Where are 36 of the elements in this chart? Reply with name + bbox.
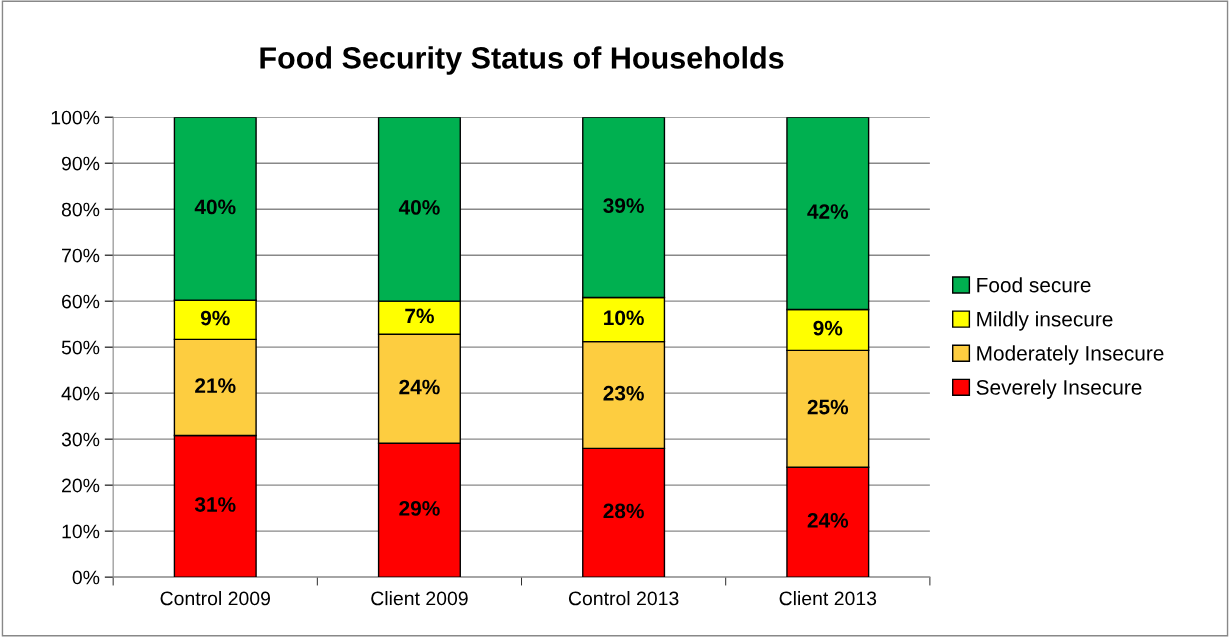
legend-label: Mildly insecure [977, 311, 1113, 331]
x-tick-label: Control 2009 [160, 591, 270, 606]
chart-title: Food Security Status of Households [260, 46, 784, 75]
x-tick-label: Client 2009 [371, 591, 468, 606]
x-tick-label: Client 2013 [779, 591, 877, 606]
data-label: 21% [195, 378, 236, 393]
y-tick-label: 90% [61, 156, 100, 171]
data-label: 25% [807, 399, 849, 415]
y-tick-label: 100% [51, 110, 100, 125]
legend-label: Severely Insecure [976, 379, 1142, 399]
data-label: 28% [603, 503, 644, 519]
data-label: 24% [807, 513, 849, 528]
data-label: 10% [604, 310, 644, 326]
data-label: 40% [194, 199, 236, 215]
data-label: 40% [398, 200, 440, 215]
legend-label: Food secure [977, 277, 1091, 293]
data-label: 39% [603, 198, 644, 213]
data-label: 9% [200, 310, 230, 326]
y-tick-label: 40% [61, 386, 100, 401]
data-label: 9% [813, 320, 843, 336]
data-label: 42% [807, 204, 849, 219]
data-label: 7% [405, 308, 434, 324]
y-tick-label: 30% [61, 432, 100, 447]
data-label: 29% [399, 501, 440, 516]
y-tick-label: 60% [62, 294, 100, 309]
legend-label: Moderately Insecure [977, 345, 1164, 365]
y-tick-label: 80% [61, 202, 100, 217]
y-tick-label: 50% [61, 340, 100, 355]
x-tick-label: Control 2013 [568, 591, 679, 606]
y-tick-label: 70% [62, 248, 100, 263]
data-label: 24% [399, 379, 440, 395]
y-tick-label: 10% [62, 524, 100, 539]
y-tick-label: 20% [62, 478, 100, 493]
y-tick-label: 0% [72, 570, 100, 585]
data-label: 31% [194, 497, 236, 512]
data-label: 23% [603, 385, 644, 401]
